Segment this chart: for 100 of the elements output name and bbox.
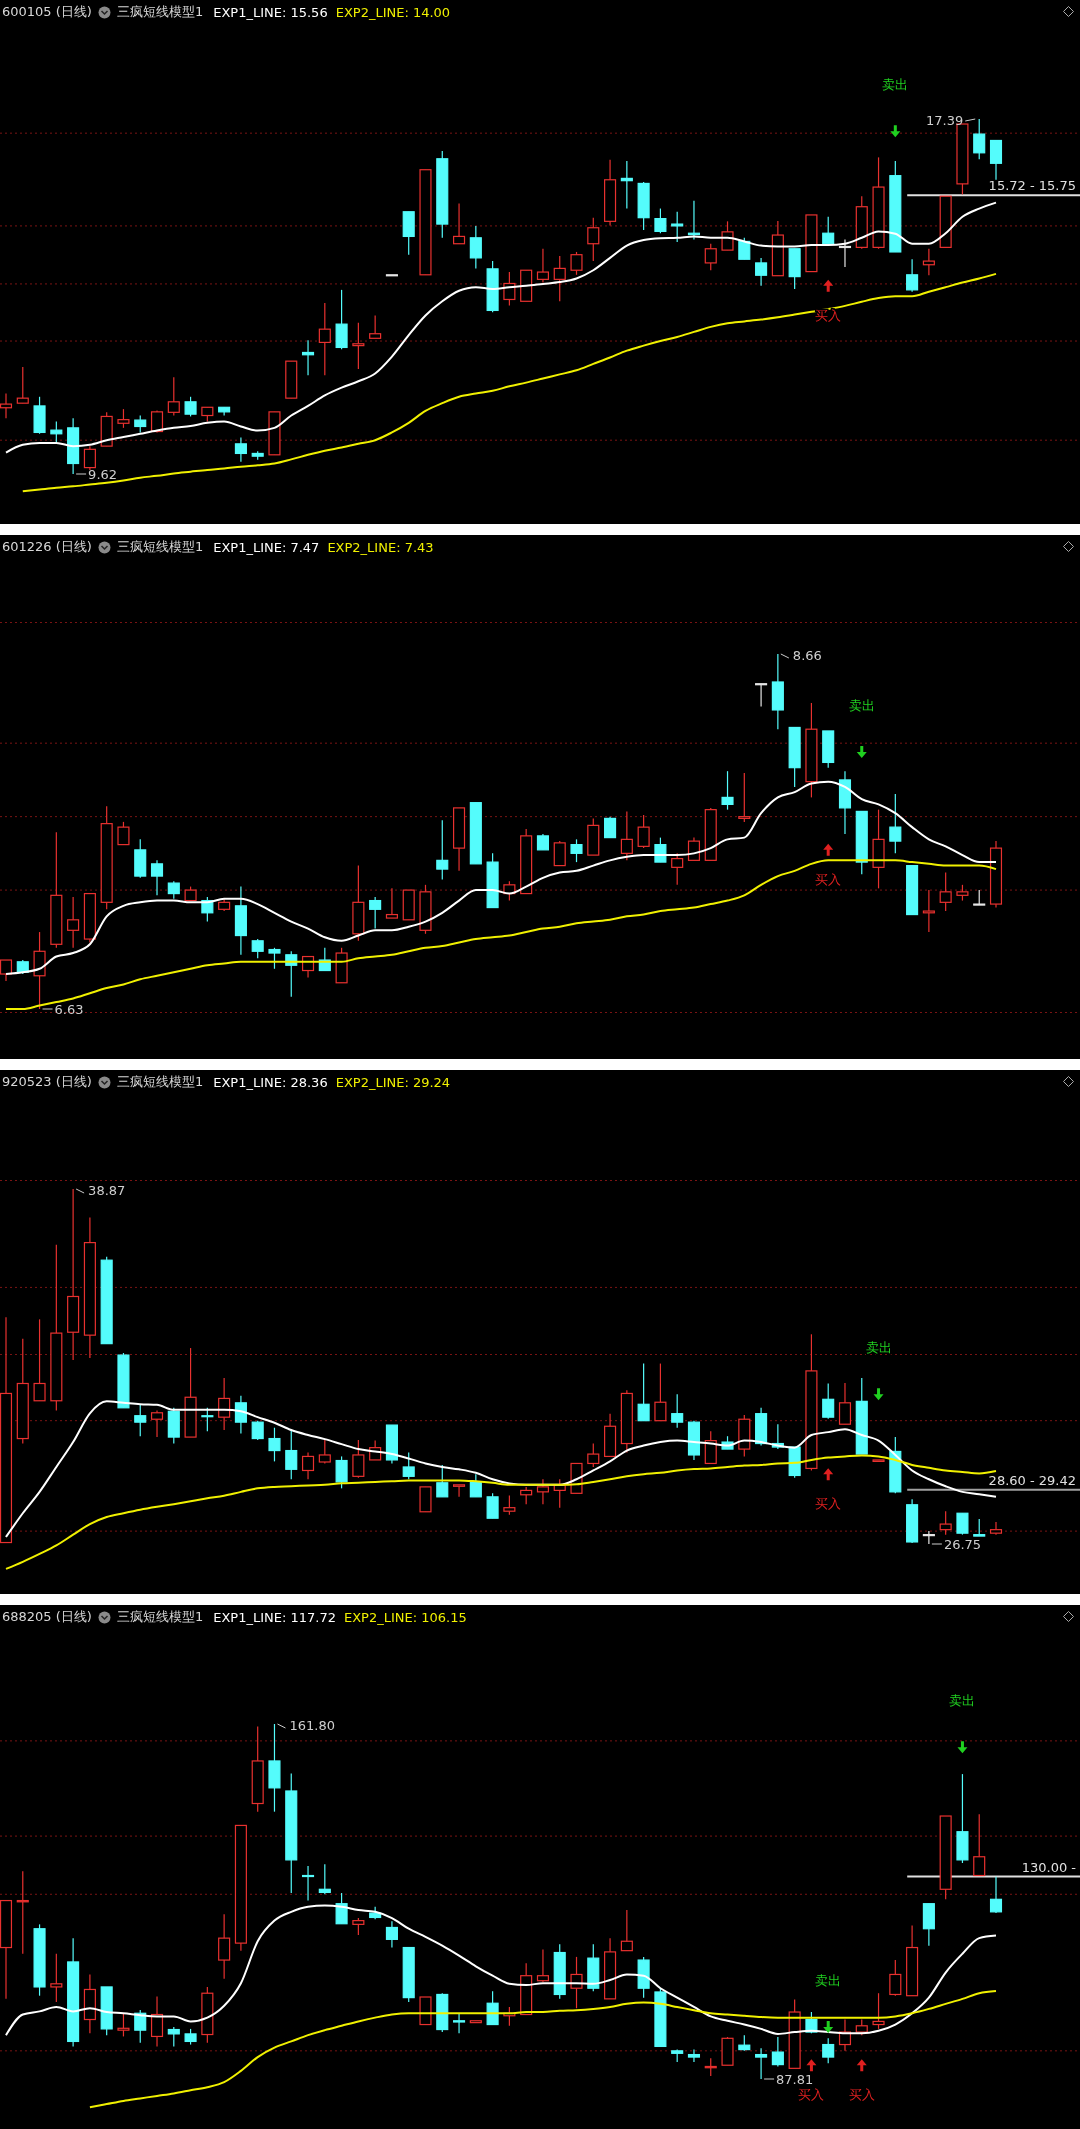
- annotation: 38.87: [88, 1183, 126, 1198]
- ref-line-label: 130.00 -: [1021, 1859, 1077, 1875]
- candlestick: [570, 838, 583, 863]
- candlestick: [922, 248, 935, 276]
- series-label: 买入: [815, 871, 842, 887]
- candlestick: [251, 1420, 264, 1441]
- candlestick: [117, 821, 130, 846]
- text: EXP2_LINE: 14.00: [335, 4, 451, 20]
- candlestick: [318, 1863, 331, 1895]
- candlestick: [117, 408, 130, 429]
- candlestick: [956, 1512, 969, 1536]
- candlestick: [755, 2047, 768, 2080]
- ref-line-label: 15.72 - 15.75: [988, 178, 1076, 194]
- text: 卖出: [949, 1693, 976, 1709]
- annotation: 8.66: [792, 648, 822, 663]
- candlestick: [939, 872, 952, 912]
- candlestick: [906, 258, 919, 293]
- candlestick: [553, 840, 566, 867]
- chart-subtitle: 三疯短线模型1: [116, 1608, 204, 1626]
- candlestick: [755, 257, 768, 287]
- candlestick: [469, 1473, 482, 1498]
- candlestick: [167, 376, 180, 417]
- candlestick: [33, 1318, 46, 1402]
- candlestick: [335, 289, 348, 350]
- candlestick: [889, 1959, 902, 1997]
- candlestick: [637, 1362, 650, 1422]
- candlestick: [721, 220, 734, 251]
- chart-subtitle: 三疯短线模型1: [116, 3, 204, 21]
- candlestick: [654, 1362, 667, 1422]
- chart-title: 688205 (日线): [2, 1608, 92, 1626]
- candlestick: [822, 216, 835, 245]
- series-label: 买入: [815, 307, 842, 323]
- text: EXP1_LINE: 117.72: [213, 1609, 336, 1625]
- candlestick: [687, 837, 701, 861]
- candlestick: [453, 2012, 466, 2034]
- candlestick: [285, 1429, 298, 1480]
- candlestick: [536, 248, 549, 284]
- candlestick: [973, 118, 986, 160]
- candlestick: [704, 1430, 717, 1465]
- candlestick: [184, 396, 197, 418]
- candlestick: [922, 1530, 935, 1545]
- text: 买入: [848, 2087, 875, 2103]
- candlestick: [771, 2036, 784, 2068]
- chart-title: 601226 (日线): [2, 538, 92, 556]
- candlestick: [234, 436, 247, 463]
- candlestick: [453, 1484, 466, 1498]
- text: EXP1_LINE: 28.36: [213, 1074, 328, 1090]
- candlestick: [922, 889, 935, 933]
- candlestick: [218, 1913, 231, 1980]
- candlestick: [637, 814, 650, 849]
- candlestick: [0, 959, 13, 982]
- series-label: 买入: [798, 2087, 825, 2103]
- candlestick: [822, 2037, 835, 2064]
- candlestick: [436, 819, 449, 881]
- candlestick: [150, 1409, 164, 1438]
- candlestick: [402, 1452, 415, 1480]
- candlestick: [889, 793, 902, 854]
- candlestick: [50, 420, 63, 443]
- candlestick: [587, 217, 600, 262]
- candlestick: [369, 896, 382, 930]
- text: EXP2_LINE: 106.15: [343, 1609, 467, 1625]
- annotation: 26.75: [943, 1537, 982, 1552]
- annotation: 9.62: [88, 467, 118, 482]
- text: 卖出: [882, 77, 909, 93]
- candlestick: [268, 947, 281, 970]
- candlestick: [67, 896, 80, 949]
- candlestick: [318, 302, 331, 376]
- candlestick: [201, 1407, 214, 1432]
- candlestick: [989, 139, 1003, 181]
- candlestick: [838, 239, 852, 268]
- candlestick: [301, 1865, 315, 1902]
- candlestick: [620, 1909, 633, 1952]
- candlestick: [117, 2012, 130, 2038]
- candlestick: [16, 366, 29, 404]
- candlestick: [939, 1510, 952, 1536]
- candlestick: [486, 1492, 499, 1519]
- candlestick: [738, 772, 751, 823]
- candlestick: [989, 1521, 1003, 1536]
- candlestick: [687, 2048, 701, 2063]
- candlestick: [553, 255, 566, 302]
- candlestick: [536, 1948, 549, 1983]
- candlestick: [822, 1382, 835, 1420]
- text: 卖出: [865, 1340, 892, 1356]
- candlestick: [301, 1452, 315, 1480]
- candlestick: [671, 852, 684, 886]
- candlestick: [268, 1427, 281, 1462]
- text: EXP2_LINE: 29.24: [335, 1074, 451, 1090]
- candlestick: [587, 1442, 600, 1468]
- candlestick: [469, 225, 482, 269]
- annotation: 87.81: [776, 2072, 814, 2087]
- candlestick: [838, 1382, 852, 1425]
- text: 卖出: [815, 1973, 842, 1989]
- candlestick: [436, 1464, 449, 1498]
- candlestick: [369, 314, 382, 339]
- candlestick: [251, 938, 264, 959]
- candlestick: [755, 683, 768, 708]
- candlestick: [654, 207, 667, 234]
- ref-line-label: 28.60 - 29.42: [988, 1472, 1076, 1488]
- candlestick: [352, 322, 365, 370]
- candlestick: [654, 837, 667, 863]
